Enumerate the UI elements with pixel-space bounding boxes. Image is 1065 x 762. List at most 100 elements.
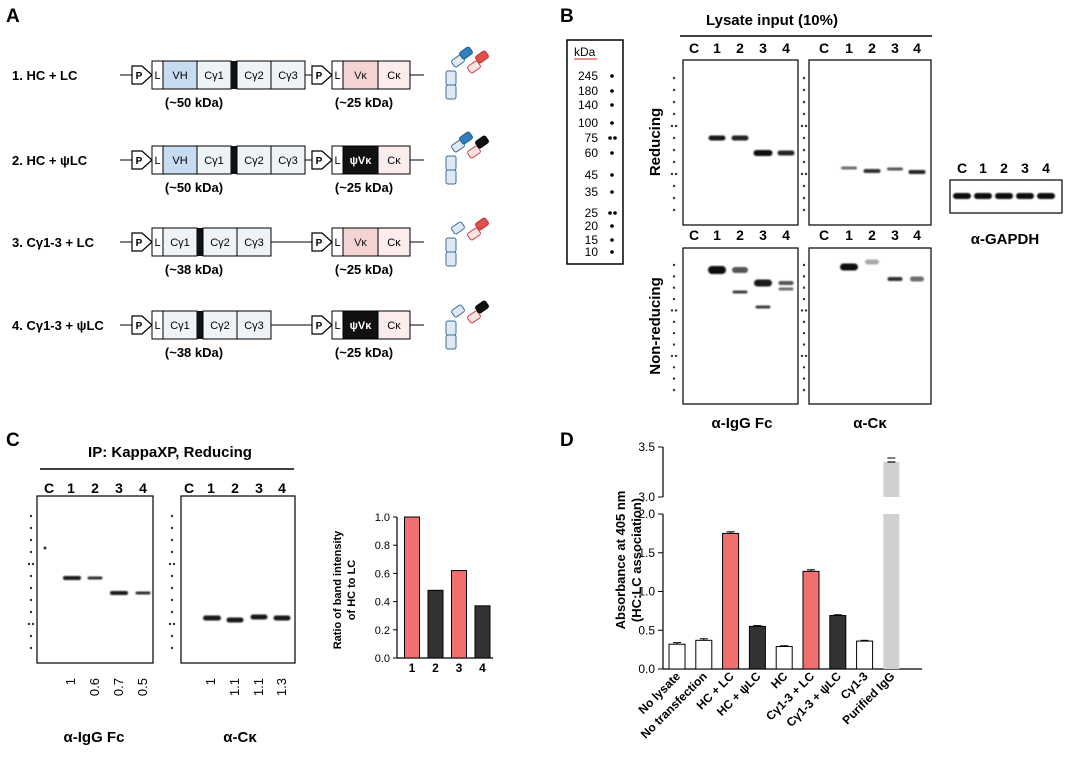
lane-header: 2 <box>736 40 744 56</box>
blot-dot <box>172 622 176 626</box>
hc-domain-label: Cγ1 <box>170 237 190 249</box>
blot-dot <box>802 136 806 140</box>
hinge-region <box>231 146 237 174</box>
hc-domain-label: VH <box>172 155 187 167</box>
blot-dot <box>670 309 674 312</box>
band-lc <box>841 166 857 170</box>
y-axis-label: Absorbance at 405 nm <box>613 491 628 630</box>
blot-ladder-dots <box>670 76 808 392</box>
lane-header: 2 <box>91 480 99 496</box>
x-tick-label: 2 <box>432 661 439 675</box>
y-tick-label: 0.2 <box>375 625 390 637</box>
ladder-value: 35 <box>585 185 599 199</box>
lane-header: 3 <box>759 227 767 243</box>
bar-1 <box>404 516 420 659</box>
blot-dot <box>31 562 35 566</box>
row-label-reducing: Reducing <box>647 108 664 176</box>
vk-cartoon-domain <box>475 217 489 231</box>
blot-dot <box>672 184 676 188</box>
blot-dot <box>674 309 678 312</box>
x-tick-label: 1 <box>409 661 416 675</box>
blot-dot <box>672 148 676 152</box>
blot-dot <box>802 366 806 369</box>
blot-dot <box>672 76 676 80</box>
ck-domain <box>377 60 411 90</box>
band-complex <box>887 277 903 281</box>
blot-dot <box>170 574 174 578</box>
blot-dot <box>672 366 676 369</box>
col-label-fc: α-IgG Fc <box>712 415 773 432</box>
promoter-arrow <box>311 65 333 85</box>
lane-header: C <box>689 40 699 56</box>
ip-bands <box>43 546 291 623</box>
band-lc <box>887 167 903 171</box>
ladder-dot <box>610 151 614 155</box>
absorbance-chart: 0.0 0.5 1.0 1.5 2.0 3.0 3.5 Absorbance at 405 n… <box>613 440 922 741</box>
ip-title: IP: KappaXP, Reducing <box>88 444 252 461</box>
ladder-value: 15 <box>585 233 599 247</box>
y-axis-label: Ratio of band intensity <box>332 530 344 649</box>
vh-cartoon-domain <box>459 131 473 145</box>
lane-header: 2 <box>868 227 876 243</box>
fc-domain <box>445 169 457 185</box>
lane-header: 4 <box>913 40 921 56</box>
hc-domain-label: Cγ3 <box>278 155 298 167</box>
blot-dot <box>802 297 806 301</box>
ip-band-hc <box>87 576 103 580</box>
ladder-value: 180 <box>578 84 598 98</box>
fc-domain <box>445 251 457 267</box>
lane-header: C <box>957 160 967 176</box>
psi-vk-domain <box>342 310 379 340</box>
cg-domain <box>236 227 272 257</box>
blot-dot <box>27 622 31 626</box>
col-label-ck: α-Cκ <box>853 415 887 432</box>
panel-c: C IP: KappaXP, Reducing C C1 12 23 34 4 1 0.6 0… <box>6 430 493 746</box>
ip-band-lc <box>203 615 221 621</box>
blot-dot <box>672 263 676 267</box>
blot-dot <box>29 610 33 614</box>
construct-rows: 1. HC + LC P L VH Cγ1 Cγ2 Cγ3(~50 kDa)P L Vκ Cκ(~… <box>12 46 489 360</box>
lc-domain-label: ψVκ <box>350 155 373 167</box>
ladder-dot <box>608 136 612 140</box>
bar-c-1-3-lc <box>802 570 820 670</box>
ladder-value: 245 <box>578 69 598 83</box>
ladder-dot <box>613 211 617 215</box>
y-tick-label: 3.5 <box>638 440 655 454</box>
hc-domain-label: Cγ2 <box>244 70 264 82</box>
blot-dot <box>29 550 33 554</box>
band-smear <box>865 259 879 265</box>
ladder-dot <box>610 190 614 194</box>
panel-a-label: A <box>6 6 20 27</box>
construct-name: 2. HC + ψLC <box>12 153 88 168</box>
band-iggfull <box>708 266 726 274</box>
blot-dot <box>802 148 806 152</box>
blot-dot <box>802 76 806 80</box>
blot-dot <box>168 562 172 566</box>
psi-vk-cartoon-domain <box>475 300 489 314</box>
lane-headers-c: C C1 12 23 34 4 <box>44 480 286 496</box>
vh-domain <box>162 145 198 175</box>
fc-domain <box>445 155 457 171</box>
speck <box>43 546 47 550</box>
blot-dot <box>672 160 676 164</box>
band-lc <box>863 169 881 173</box>
band-hc <box>708 135 726 141</box>
hc-size-label: (~50 kDa) <box>165 180 223 195</box>
blot-dot <box>674 124 678 128</box>
promoter-arrow <box>131 232 153 252</box>
band-trunc-complex <box>778 281 794 285</box>
blot-dot <box>800 124 804 128</box>
blot-dot <box>170 538 174 542</box>
ladder-dot <box>610 224 614 228</box>
band-complex <box>910 276 924 282</box>
ladder-value: 25 <box>585 206 599 220</box>
blot-dot <box>672 112 676 116</box>
blot-dot <box>800 309 804 312</box>
vh-cartoon-domain <box>459 46 473 60</box>
y-tick-label: 1.5 <box>638 546 655 560</box>
quant-value: 1.3 <box>274 678 289 696</box>
promoter-arrow <box>311 150 333 170</box>
promoter-label: P <box>316 71 323 82</box>
blot-dot <box>29 634 33 638</box>
